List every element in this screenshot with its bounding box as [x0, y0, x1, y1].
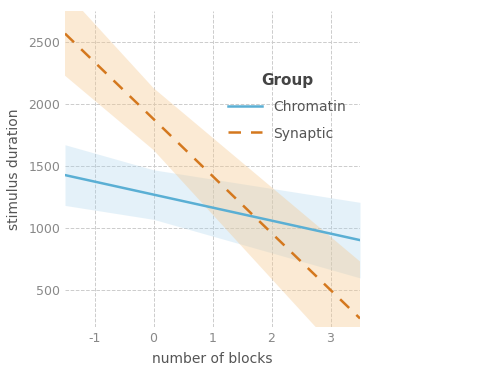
X-axis label: number of blocks: number of blocks — [152, 352, 273, 366]
Y-axis label: stimulus duration: stimulus duration — [8, 108, 22, 230]
Legend: Chromatin, Synaptic: Chromatin, Synaptic — [220, 65, 353, 147]
